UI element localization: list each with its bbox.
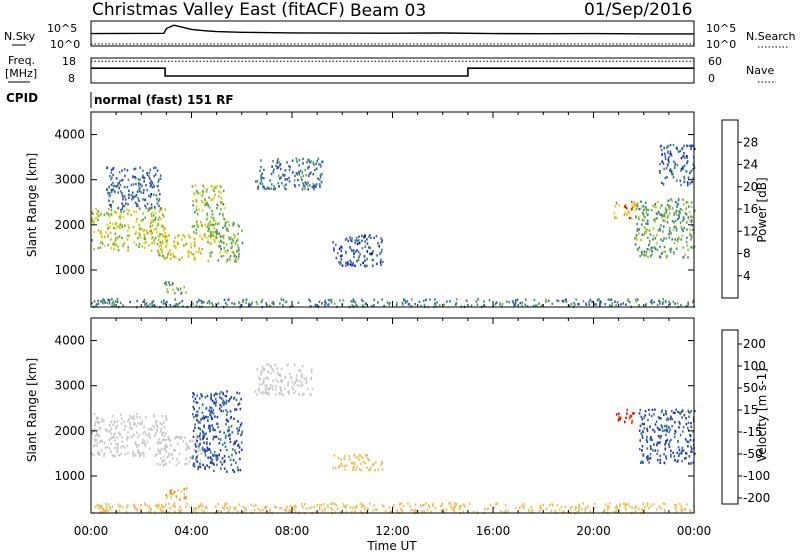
colorbar-tick-label: 15	[743, 403, 758, 417]
noise-sky-label: N.Sky	[4, 30, 36, 43]
echo-region	[92, 502, 696, 515]
colorbar-tick-label: 8	[743, 247, 751, 261]
frequency-series	[91, 60, 694, 77]
colorbar-tick-label: 12	[743, 224, 758, 238]
freq-line-freq	[91, 67, 694, 77]
echo-region	[91, 298, 696, 309]
colorbar-tick-label: -200	[743, 491, 770, 505]
echo-region	[206, 220, 244, 263]
noise-search-label: N.Search	[746, 30, 796, 43]
range-tick-label: 1000	[54, 469, 85, 483]
freq-tick-bottom: 8	[68, 72, 75, 85]
frequency-panel: Freq. [MHz] 18 8 60 0 Nave	[5, 54, 776, 85]
range-tick-label: 4000	[54, 334, 85, 348]
noise-right-tick-bottom: 10^0	[706, 38, 736, 51]
cpid-label: CPID	[6, 91, 38, 105]
colorbar-tick-label: 50	[743, 381, 758, 395]
power-colorbar-label: Power [dB]	[755, 177, 769, 242]
echo-region	[613, 200, 637, 220]
nave-tick-top: 60	[708, 55, 722, 68]
velocity-panel-frame	[90, 317, 695, 514]
time-tick-label: 08:00	[275, 524, 310, 538]
colorbar-tick-label: 20	[743, 180, 758, 194]
echo-region	[191, 184, 226, 240]
echo-region	[254, 157, 324, 191]
power-echoes	[91, 143, 696, 309]
echo-region	[633, 197, 696, 259]
time-tick-label: 20:00	[576, 524, 611, 538]
time-tick-label: 00:00	[74, 524, 109, 538]
noise-left-tick-bottom: 10^0	[50, 38, 80, 51]
station-title: Christmas Valley East (fitACF)	[92, 0, 345, 20]
cpid-value: normal (fast) 151 RF	[94, 93, 234, 107]
colorbar-tick-label: -50	[743, 447, 763, 461]
echo-region	[157, 233, 204, 261]
echo-region	[615, 408, 635, 425]
power-ylabel: Slant Range [km]	[25, 153, 39, 257]
freq-label-line2: [MHz]	[5, 67, 37, 80]
range-tick-label: 1000	[54, 263, 85, 277]
power-panel-frame	[90, 111, 695, 308]
time-tick-label: 00:00	[677, 524, 712, 538]
beam-label: Beam 03	[350, 1, 426, 21]
power-panel: 1000 2000 3000 4000 Slant Range [km]	[25, 111, 696, 309]
noise-series	[90, 24, 694, 45]
echo-region	[191, 390, 244, 473]
colorbar-tick-label: 4	[743, 269, 751, 283]
freq-tick-top: 18	[62, 55, 76, 68]
echo-region	[638, 408, 696, 465]
velocity-colorbar-label: Velocity [m s-1]	[755, 368, 769, 462]
colorbar-tick-label: 28	[743, 135, 758, 149]
noise-panel: N.Sky 10^5 10^0 10^5 10^0 N.Search	[4, 20, 796, 51]
echo-region	[156, 435, 203, 467]
nave-label: Nave	[746, 64, 774, 77]
colorbar-tick-label: 24	[743, 158, 758, 172]
echo-region	[106, 166, 162, 212]
range-tick-label: 3000	[54, 379, 85, 393]
power-colorbar: 4 8 12 16 20 24 28	[721, 119, 758, 299]
echo-region	[165, 487, 188, 501]
noise-right-tick-top: 10^5	[706, 22, 736, 35]
velocity-echoes	[91, 363, 696, 515]
echo-region	[164, 281, 187, 295]
noise-line-sky	[90, 24, 694, 35]
nave-tick-bottom: 0	[708, 72, 715, 85]
range-tick-label: 2000	[54, 218, 85, 232]
velocity-colorbar: 200 100 50 15 -15 -50 -100 -200	[721, 329, 770, 505]
power-axis: 1000 2000 3000 4000	[54, 112, 695, 307]
colorbar-tick-label: -100	[743, 469, 770, 483]
colorbar-tick-label: 16	[743, 202, 758, 216]
colorbar-tick-label: -15	[743, 425, 763, 439]
range-tick-label: 3000	[54, 173, 85, 187]
echo-region	[254, 363, 314, 397]
velocity-axis: 1000 2000 3000 4000 00:00 04:00 08:00 12:00 16:0…	[54, 318, 711, 538]
colorbar-tick-label: 200	[743, 337, 766, 351]
echo-region	[91, 413, 168, 458]
freq-label-line1: Freq.	[8, 54, 35, 67]
echo-region	[332, 234, 384, 268]
range-tick-label: 4000	[54, 128, 85, 142]
velocity-panel: 1000 2000 3000 4000 00:00 04:00 08:00 12:00 16:0…	[25, 317, 711, 553]
time-tick-label: 04:00	[174, 524, 209, 538]
date-label: 01/Sep/2016	[584, 0, 692, 20]
echo-region	[332, 453, 384, 472]
echo-region	[91, 207, 168, 252]
noise-left-tick-top: 10^5	[47, 22, 77, 35]
time-axis-label: Time UT	[366, 539, 417, 553]
frequency-panel-frame	[90, 57, 695, 84]
time-tick-label: 12:00	[375, 524, 410, 538]
velocity-ylabel: Slant Range [km]	[25, 358, 39, 462]
time-tick-label: 16:00	[476, 524, 511, 538]
echo-region	[658, 143, 696, 187]
colorbar-tick-label: 100	[743, 359, 766, 373]
range-tick-label: 2000	[54, 424, 85, 438]
